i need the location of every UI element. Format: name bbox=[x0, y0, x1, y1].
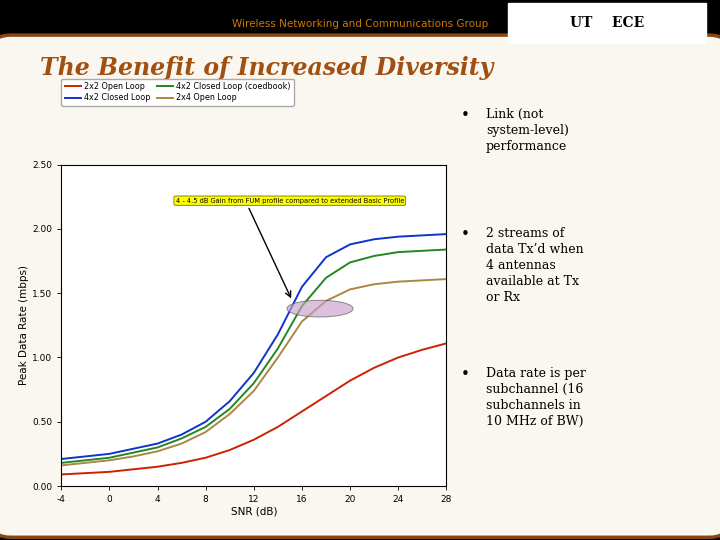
2x2 Open Loop bbox=[322, 393, 330, 399]
2x4 Open Loop bbox=[105, 457, 114, 463]
X-axis label: SNR (dB): SNR (dB) bbox=[230, 507, 277, 517]
2x4 Open Loop bbox=[57, 462, 66, 469]
2x2 Open Loop bbox=[274, 424, 282, 430]
4x2 Closed Loop (coedbook) bbox=[346, 259, 354, 266]
2x2 Open Loop bbox=[225, 447, 234, 453]
4x2 Closed Loop (coedbook) bbox=[297, 303, 306, 309]
4x2 Closed Loop (coedbook) bbox=[418, 247, 427, 254]
4x2 Closed Loop bbox=[394, 233, 402, 240]
FancyBboxPatch shape bbox=[508, 3, 706, 43]
4x2 Closed Loop bbox=[249, 370, 258, 376]
2x2 Open Loop bbox=[418, 347, 427, 353]
2x2 Open Loop bbox=[442, 340, 451, 347]
4x2 Closed Loop bbox=[202, 418, 210, 425]
2x2 Open Loop bbox=[394, 354, 402, 361]
4x2 Closed Loop (coedbook) bbox=[129, 449, 138, 456]
Text: The Benefit of Increased Diversity: The Benefit of Increased Diversity bbox=[40, 56, 493, 79]
2x4 Open Loop bbox=[274, 354, 282, 361]
2x4 Open Loop bbox=[129, 453, 138, 460]
4x2 Closed Loop bbox=[370, 236, 379, 242]
2x2 Open Loop bbox=[177, 460, 186, 466]
Text: Link (not
system-level)
performance: Link (not system-level) performance bbox=[486, 108, 569, 153]
4x2 Closed Loop bbox=[418, 232, 427, 239]
4x2 Closed Loop (coedbook) bbox=[225, 406, 234, 412]
2x2 Open Loop bbox=[346, 377, 354, 384]
4x2 Closed Loop (coedbook) bbox=[81, 457, 89, 463]
Text: Data rate is per
subchannel (16
subchannels in
10 MHz of BW): Data rate is per subchannel (16 subchann… bbox=[486, 367, 586, 428]
2x2 Open Loop bbox=[129, 466, 138, 472]
2x4 Open Loop bbox=[297, 318, 306, 325]
Line: 4x2 Closed Loop: 4x2 Closed Loop bbox=[61, 234, 446, 459]
2x4 Open Loop bbox=[81, 460, 89, 466]
4x2 Closed Loop bbox=[153, 440, 162, 447]
Line: 4x2 Closed Loop (coedbook): 4x2 Closed Loop (coedbook) bbox=[61, 249, 446, 463]
2x2 Open Loop bbox=[57, 471, 66, 478]
2x4 Open Loop bbox=[370, 281, 379, 287]
2x4 Open Loop bbox=[249, 388, 258, 394]
4x2 Closed Loop (coedbook) bbox=[153, 444, 162, 451]
Line: 2x4 Open Loop: 2x4 Open Loop bbox=[61, 279, 446, 465]
Text: •: • bbox=[461, 227, 469, 242]
4x2 Closed Loop bbox=[177, 431, 186, 438]
2x4 Open Loop bbox=[225, 411, 234, 417]
4x2 Closed Loop bbox=[57, 456, 66, 462]
2x2 Open Loop bbox=[370, 364, 379, 371]
4x2 Closed Loop (coedbook) bbox=[105, 455, 114, 461]
Text: 4 - 4.5 dB Gain from FUM profile compared to extended Basic Profile: 4 - 4.5 dB Gain from FUM profile compare… bbox=[176, 198, 404, 204]
2x2 Open Loop bbox=[153, 463, 162, 470]
4x2 Closed Loop (coedbook) bbox=[322, 274, 330, 281]
Y-axis label: Peak Data Rate (mbps): Peak Data Rate (mbps) bbox=[19, 265, 30, 386]
4x2 Closed Loop (coedbook) bbox=[249, 380, 258, 387]
4x2 Closed Loop bbox=[442, 231, 451, 238]
4x2 Closed Loop bbox=[225, 398, 234, 404]
Ellipse shape bbox=[287, 300, 353, 317]
2x2 Open Loop bbox=[297, 408, 306, 415]
2x4 Open Loop bbox=[346, 286, 354, 293]
4x2 Closed Loop (coedbook) bbox=[202, 424, 210, 430]
Text: UT    ECE: UT ECE bbox=[570, 16, 644, 30]
4x2 Closed Loop (coedbook) bbox=[177, 435, 186, 442]
4x2 Closed Loop (coedbook) bbox=[370, 253, 379, 259]
Text: 2 streams of
data Tx’d when
4 antennas
available at Tx
or Rx: 2 streams of data Tx’d when 4 antennas a… bbox=[486, 227, 584, 304]
4x2 Closed Loop bbox=[129, 446, 138, 452]
2x4 Open Loop bbox=[153, 448, 162, 455]
4x2 Closed Loop (coedbook) bbox=[274, 345, 282, 352]
4x2 Closed Loop (coedbook) bbox=[442, 246, 451, 253]
2x2 Open Loop bbox=[81, 470, 89, 476]
2x2 Open Loop bbox=[249, 436, 258, 443]
2x4 Open Loop bbox=[394, 279, 402, 285]
4x2 Closed Loop bbox=[105, 450, 114, 457]
4x2 Closed Loop bbox=[322, 254, 330, 260]
4x2 Closed Loop bbox=[297, 284, 306, 290]
2x4 Open Loop bbox=[177, 440, 186, 447]
Text: •: • bbox=[461, 367, 469, 382]
4x2 Closed Loop (coedbook) bbox=[394, 249, 402, 255]
4x2 Closed Loop bbox=[274, 331, 282, 338]
2x4 Open Loop bbox=[418, 277, 427, 284]
4x2 Closed Loop bbox=[81, 453, 89, 460]
Text: Wireless Networking and Communications Group: Wireless Networking and Communications G… bbox=[232, 19, 488, 29]
Legend: 2x2 Open Loop, 4x2 Closed Loop, 4x2 Closed Loop (coedbook), 2x4 Open Loop: 2x2 Open Loop, 4x2 Closed Loop, 4x2 Clos… bbox=[61, 79, 294, 106]
2x2 Open Loop bbox=[202, 455, 210, 461]
2x2 Open Loop bbox=[105, 469, 114, 475]
FancyBboxPatch shape bbox=[0, 35, 720, 537]
4x2 Closed Loop bbox=[346, 241, 354, 248]
Text: •: • bbox=[461, 108, 469, 123]
Line: 2x2 Open Loop: 2x2 Open Loop bbox=[61, 343, 446, 475]
2x4 Open Loop bbox=[322, 298, 330, 304]
2x4 Open Loop bbox=[202, 429, 210, 435]
2x4 Open Loop bbox=[442, 276, 451, 282]
4x2 Closed Loop (coedbook) bbox=[57, 460, 66, 466]
